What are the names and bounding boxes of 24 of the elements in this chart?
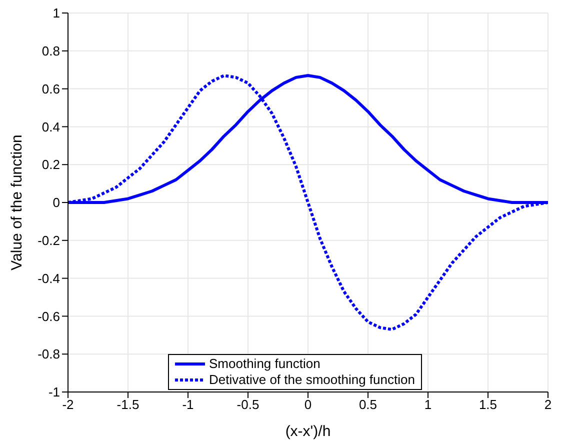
x-tick-label: -2 bbox=[62, 397, 74, 412]
x-tick-label: 0 bbox=[304, 397, 312, 412]
y-tick-label: 0.4 bbox=[42, 119, 60, 134]
x-tick-label: 1.5 bbox=[478, 397, 498, 412]
x-tick-label: 1 bbox=[424, 397, 432, 412]
y-tick-label: -0.8 bbox=[38, 346, 60, 362]
x-tick-label: -1.5 bbox=[116, 397, 140, 412]
x-tick-label: -0.5 bbox=[236, 397, 260, 412]
y-tick-label: -0.6 bbox=[38, 308, 60, 324]
legend-label: Detivative of the smoothing function bbox=[209, 372, 415, 388]
y-tick-label: 0 bbox=[52, 195, 60, 210]
y-tick-label: -1 bbox=[48, 384, 60, 400]
y-tick-label: -0.2 bbox=[38, 233, 60, 248]
x-axis-title: (x-x')/h bbox=[285, 423, 331, 440]
legend-label: Smoothing function bbox=[209, 356, 320, 372]
y-tick-label: 0.8 bbox=[42, 44, 60, 59]
x-tick-label: 2 bbox=[544, 397, 552, 412]
y-tick-label: -0.4 bbox=[38, 270, 60, 286]
x-tick-label: 0.5 bbox=[358, 397, 378, 412]
y-tick-label: 0.6 bbox=[42, 81, 60, 96]
y-tick-label: 1 bbox=[52, 6, 60, 21]
y-axis-title: Value of the function bbox=[8, 134, 26, 270]
y-tick-label: 0.2 bbox=[42, 157, 60, 172]
x-tick-label: -1 bbox=[182, 397, 194, 412]
